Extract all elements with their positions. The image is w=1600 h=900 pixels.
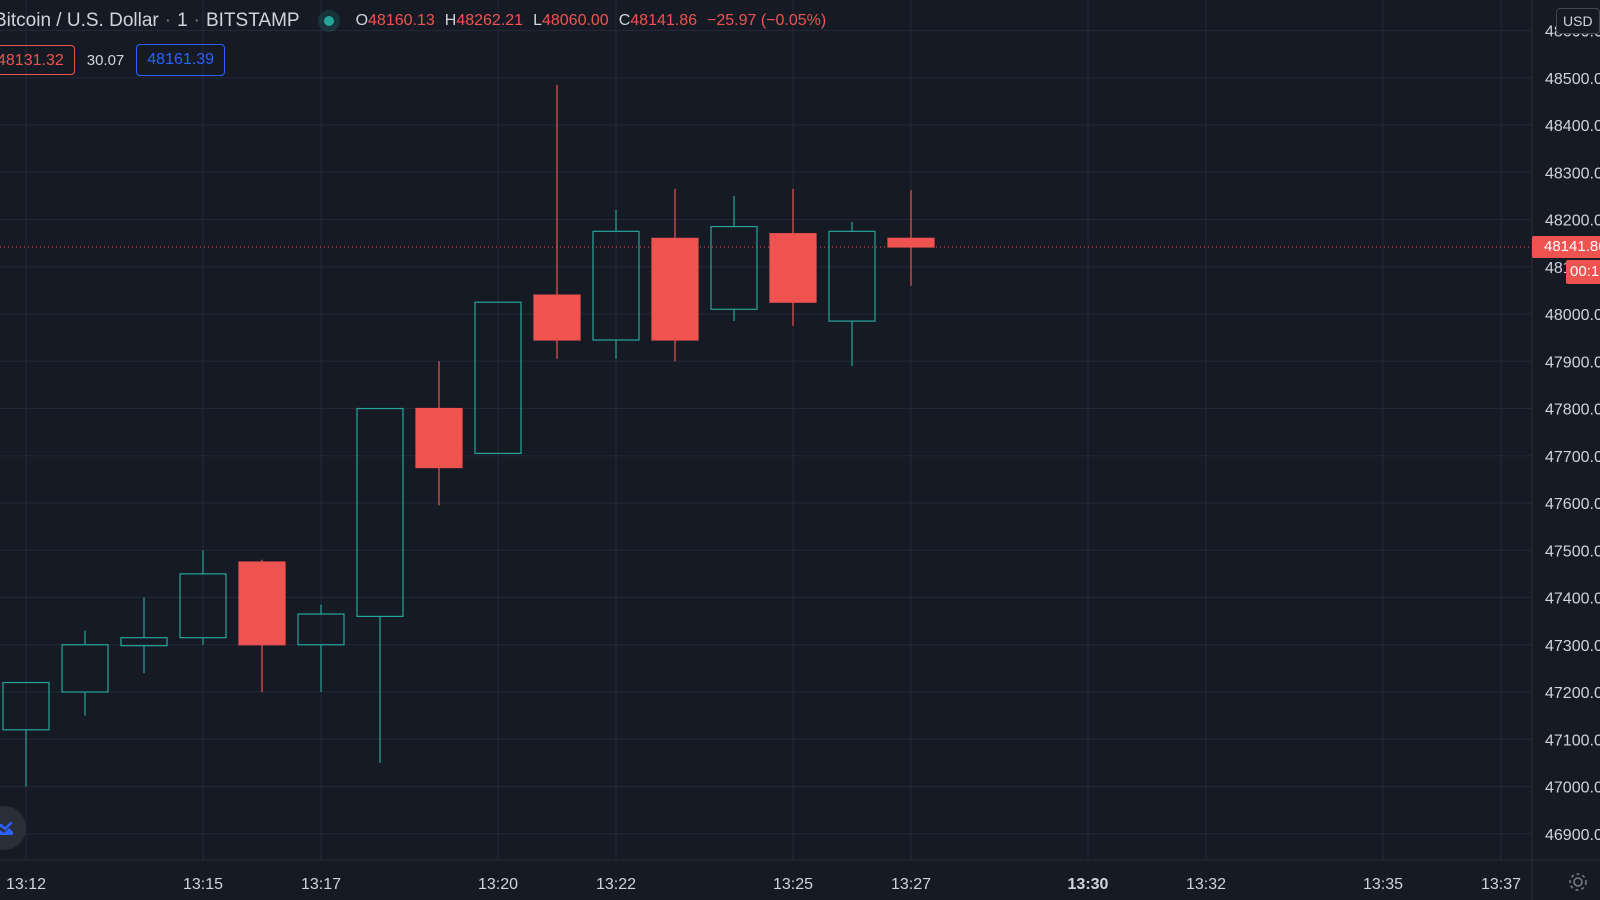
candle: [297, 604, 345, 692]
candle-body: [474, 301, 522, 454]
price-tick-label: 47100.00: [1545, 732, 1600, 749]
candle: [356, 407, 404, 763]
price-change: −25.97 (−0.05%): [707, 12, 827, 29]
price-tick-label: 47500.00: [1545, 543, 1600, 560]
ohlc-high: H48262.21: [444, 12, 524, 29]
currency-button[interactable]: USD: [1556, 8, 1600, 34]
candle-body: [887, 237, 935, 248]
candle: [592, 210, 640, 359]
time-tick-label: 13:27: [891, 876, 931, 893]
ohlc-open: O48160.13: [355, 12, 435, 29]
candle-body: [769, 233, 817, 303]
time-tick-label: 13:32: [1186, 876, 1226, 893]
bar-countdown-label: 00:15: [1566, 260, 1600, 284]
candles: [2, 84, 935, 787]
candle-body: [356, 407, 404, 617]
buy-price-button[interactable]: 48161.39: [136, 44, 226, 76]
candle: [120, 597, 168, 674]
price-tick-label: 47300.00: [1545, 638, 1600, 655]
candle: [887, 190, 935, 286]
time-tick-label: 13:22: [596, 876, 636, 893]
candle-body: [2, 681, 50, 731]
spread-value: 30.07: [86, 51, 125, 69]
grid-lines: [0, 0, 1532, 860]
candle: [61, 630, 109, 716]
price-tick-label: 47200.00: [1545, 685, 1600, 702]
candle-body: [297, 613, 345, 646]
market-status-dot[interactable]: [323, 16, 334, 26]
candle-body: [120, 637, 168, 647]
candle: [2, 681, 50, 787]
sell-price-button[interactable]: 48131.32: [0, 45, 75, 75]
current-price-label: 48141.86: [1532, 236, 1600, 258]
candle-body: [710, 225, 758, 310]
price-tick-label: 47000.00: [1545, 780, 1600, 797]
candle: [769, 188, 817, 326]
candle-body: [179, 573, 227, 639]
time-tick-label: 13:17: [301, 876, 341, 893]
price-tick-label: 48400.00: [1545, 118, 1600, 135]
symbol-legend: Bitcoin / U.S. Dollar · 1 · BITSTAMP O48…: [0, 8, 826, 34]
price-tick-label: 47700.00: [1545, 449, 1600, 466]
interval-label[interactable]: 1: [177, 10, 188, 31]
price-axis[interactable]: [1532, 0, 1600, 900]
time-tick-label: 13:20: [478, 876, 518, 893]
price-tick-label: 47900.00: [1545, 354, 1600, 371]
price-tick-label: 47600.00: [1545, 496, 1600, 513]
price-tick-label: 48300.00: [1545, 165, 1600, 182]
candle: [238, 559, 286, 692]
price-tick-label: 47800.00: [1545, 402, 1600, 419]
candle: [179, 550, 227, 645]
time-tick-label: 13:12: [6, 876, 46, 893]
candle-body: [533, 294, 581, 341]
candle: [828, 221, 876, 366]
time-tick-label: 13:30: [1068, 876, 1109, 893]
candle: [415, 361, 463, 506]
quote-row: 48131.32 30.07 48161.39: [0, 44, 226, 76]
price-tick-label: 48200.00: [1545, 213, 1600, 230]
symbol-title[interactable]: Bitcoin / U.S. Dollar: [0, 10, 159, 31]
candle-body: [651, 237, 699, 341]
price-tick-label: 48500.00: [1545, 71, 1600, 88]
candle: [533, 84, 581, 359]
separator-dot: ·: [164, 10, 172, 31]
gear-icon[interactable]: [1566, 870, 1590, 894]
candle-body: [592, 230, 640, 341]
price-tick-label: 47400.00: [1545, 591, 1600, 608]
separator-dot: ·: [193, 10, 200, 31]
time-tick-label: 13:25: [773, 876, 813, 893]
time-tick-label: 13:37: [1481, 876, 1521, 893]
candle-body: [415, 407, 463, 469]
time-axis-labels[interactable]: 13:12 13:15 13:17 13:20 13:22 13:25 13:27 13:30…: [6, 876, 1521, 893]
exchange-label[interactable]: BITSTAMP: [205, 10, 300, 31]
time-tick-label: 13:35: [1363, 876, 1403, 893]
candle-body: [238, 561, 286, 646]
candle: [651, 188, 699, 362]
price-tick-label: 48000.00: [1545, 307, 1600, 324]
ohlc-low: L48060.00: [533, 12, 609, 29]
candle: [710, 195, 758, 322]
candle: [474, 301, 522, 454]
candle-body: [61, 644, 109, 693]
candle-body: [828, 230, 876, 322]
time-tick-label: 13:15: [183, 876, 223, 893]
price-tick-label: 46900.00: [1545, 827, 1600, 844]
ohlc-close: C48141.86: [618, 12, 697, 29]
